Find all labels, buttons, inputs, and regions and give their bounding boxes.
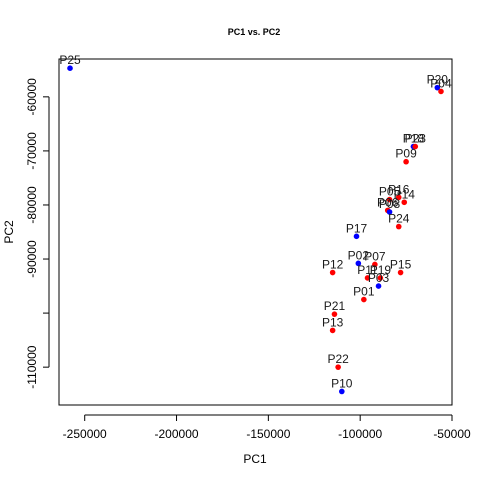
data-points	[67, 65, 444, 395]
data-point	[329, 269, 336, 276]
y-tick-label: -110000	[25, 345, 39, 388]
point-label: P12	[322, 258, 344, 272]
data-point	[372, 261, 378, 268]
x-tick-label: -100000	[338, 427, 382, 441]
data-point	[412, 143, 419, 150]
data-point	[335, 364, 341, 370]
data-point	[395, 194, 402, 201]
point-label: P07	[364, 249, 386, 263]
plot-frame	[58, 58, 453, 406]
point-label: P21	[324, 299, 346, 313]
data-point	[339, 388, 345, 395]
data-point	[353, 233, 360, 240]
data-point	[438, 88, 444, 95]
data-point	[361, 296, 367, 303]
point-label: P01	[353, 285, 375, 299]
data-point	[355, 260, 362, 267]
y-axis-label: PC2	[2, 220, 16, 244]
y-tick-label: -60000	[25, 78, 39, 116]
data-point	[375, 283, 382, 289]
data-point	[397, 269, 404, 276]
point-label: P25	[59, 53, 81, 67]
x-tick-label: -150000	[246, 427, 290, 441]
point-label: P23	[405, 132, 427, 146]
point-label: P24	[388, 212, 410, 226]
data-point	[403, 158, 409, 165]
point-label: P17	[346, 221, 368, 235]
x-tick-label: -250000	[63, 427, 107, 441]
data-point	[364, 275, 371, 281]
data-point	[401, 199, 408, 206]
point-label: P10	[331, 376, 353, 390]
data-point	[67, 65, 73, 71]
point-label: P04	[430, 76, 452, 90]
chart-title: PC1 vs. PC2	[228, 27, 281, 37]
point-label: P03	[368, 271, 390, 285]
data-point	[434, 84, 441, 91]
x-tick-label: -50000	[433, 427, 471, 441]
point-label: P11	[357, 263, 378, 277]
point-label: P19	[370, 263, 392, 277]
data-point	[329, 327, 336, 334]
point-label: P05	[379, 185, 401, 199]
x-tick-label: -200000	[155, 427, 199, 441]
point-label: P09	[395, 147, 417, 161]
point-label: P18	[403, 132, 425, 146]
point-label: P13	[322, 315, 344, 329]
point-label: P02	[348, 248, 370, 262]
point-label: P15	[390, 258, 412, 272]
point-label: P22	[327, 352, 349, 366]
y-axis: -110000 -90000 -80000 -70000 -60000	[25, 78, 50, 389]
point-label: P20	[427, 73, 449, 87]
point-label: P08	[379, 197, 401, 211]
data-point	[386, 209, 393, 215]
point-label: P06	[377, 195, 399, 209]
point-label: P14	[394, 187, 416, 201]
point-label: P16	[388, 182, 410, 196]
y-tick-label: -80000	[25, 186, 39, 224]
y-tick-label: -70000	[25, 132, 39, 170]
y-tick-label: -90000	[25, 240, 39, 278]
data-point	[331, 311, 338, 317]
data-point	[386, 196, 393, 203]
x-axis: -250000 -200000 -150000 -100000 -50000	[63, 414, 471, 441]
data-point	[395, 223, 402, 230]
data-point	[377, 275, 384, 281]
x-axis-label: PC1	[243, 452, 267, 466]
